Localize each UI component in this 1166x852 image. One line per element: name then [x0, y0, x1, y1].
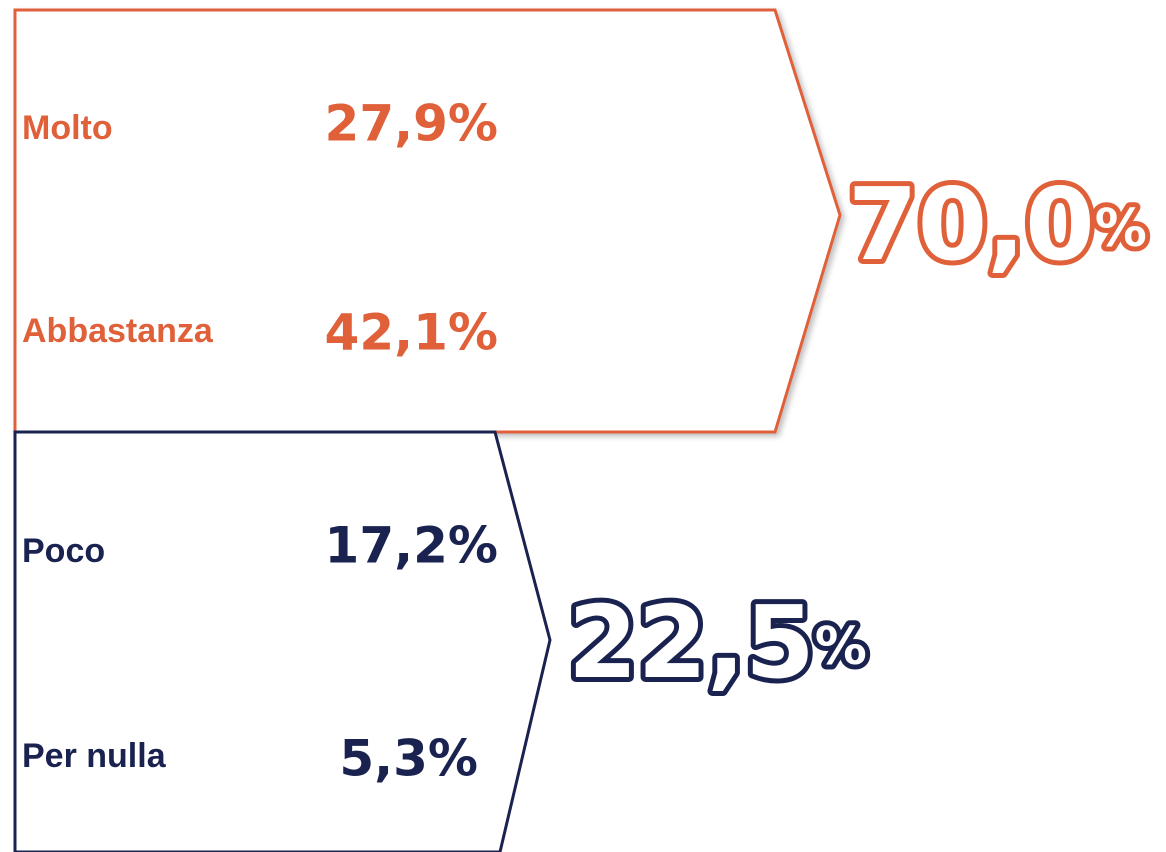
total-number: 70,0	[848, 166, 1095, 283]
item-value: 42,1%	[325, 304, 498, 362]
item-value: 27,9%	[325, 95, 498, 153]
item-label: Per nulla	[22, 737, 167, 775]
total-number: 22,5	[568, 584, 815, 701]
bottom-bracket	[13, 430, 552, 852]
item-value: 17,2%	[325, 517, 498, 575]
top-bracket	[13, 8, 842, 434]
total-unit: %	[815, 617, 867, 677]
group-total: 22,5%	[568, 584, 867, 701]
group-total: 70,0%	[848, 166, 1147, 283]
item-label: Poco	[22, 532, 105, 570]
total-unit: %	[1095, 199, 1147, 259]
item-label: Molto	[22, 109, 113, 147]
item-value: 5,3%	[339, 730, 478, 788]
item-label: Abbastanza	[22, 312, 214, 350]
